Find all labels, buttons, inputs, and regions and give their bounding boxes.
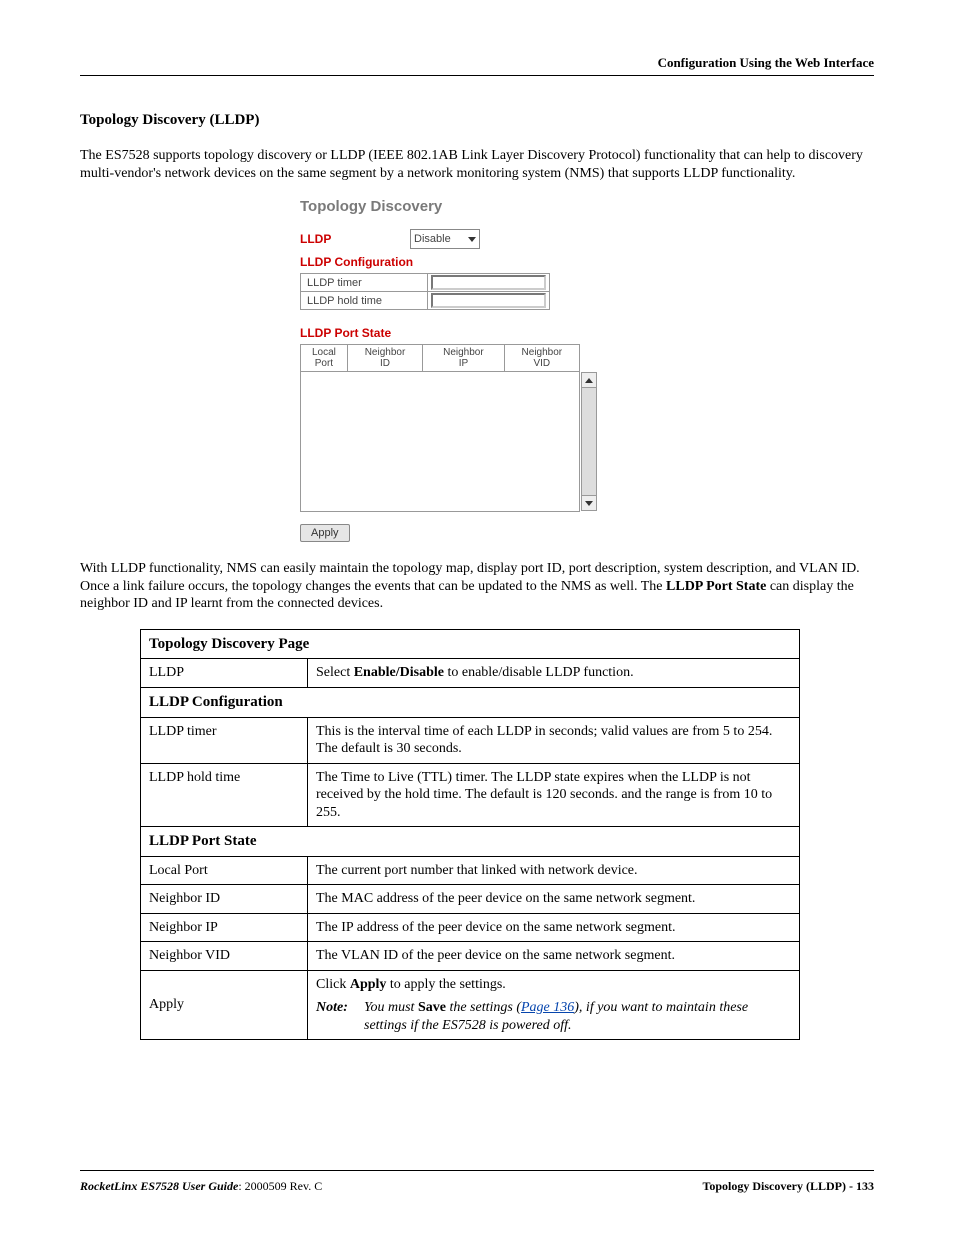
config-row: LLDP timer — [301, 274, 550, 292]
row-label: Neighbor ID — [141, 885, 308, 914]
row-label: Local Port — [141, 856, 308, 885]
row-label: Neighbor VID — [141, 942, 308, 971]
row-text: The IP address of the peer device on the… — [308, 913, 800, 942]
portstate-col-nvid: NeighborVID — [504, 345, 579, 372]
footer-page: Topology Discovery (LLDP) - 133 — [702, 1179, 874, 1194]
row-label: LLDP hold time — [141, 763, 308, 827]
portstate-scrollbar[interactable] — [581, 372, 597, 511]
config-row-label: LLDP hold time — [301, 292, 428, 310]
footer-rev: : 2000509 Rev. C — [238, 1179, 322, 1193]
description-table: Topology Discovery Page LLDP Select Enab… — [140, 629, 800, 1041]
row-text: The Time to Live (TTL) timer. The LLDP s… — [308, 763, 800, 827]
scroll-down-button[interactable] — [582, 495, 596, 510]
chevron-down-icon — [468, 237, 476, 242]
lldp-config-table: LLDP timer LLDP hold time — [300, 273, 550, 310]
config-row: LLDP hold time — [301, 292, 550, 310]
scroll-up-button[interactable] — [582, 373, 596, 388]
desc-table-title: Topology Discovery Page — [141, 629, 800, 659]
lldp-config-heading: LLDP Configuration — [300, 255, 610, 269]
portstate-col-nip: NeighborIP — [423, 345, 504, 372]
row-text: The MAC address of the peer device on th… — [308, 885, 800, 914]
footer-doc: RocketLinx ES7528 User Guide — [80, 1179, 238, 1193]
row-text: The VLAN ID of the peer device on the sa… — [308, 942, 800, 971]
portstate-col-local: LocalPort — [301, 345, 348, 372]
intro-paragraph: The ES7528 supports topology discovery o… — [80, 147, 874, 182]
header-rule — [80, 75, 874, 76]
lldp-select[interactable]: Disable — [410, 229, 480, 249]
lldp-select-value: Disable — [414, 233, 451, 245]
portstate-table: LocalPort NeighborID NeighborIP Neighbor… — [300, 344, 580, 372]
chevron-down-icon — [585, 501, 593, 506]
paragraph-2: With LLDP functionality, NMS can easily … — [80, 560, 874, 613]
ui-panel: Topology Discovery LLDP Disable LLDP Con… — [300, 198, 610, 542]
row-label: Neighbor IP — [141, 913, 308, 942]
config-row-label: LLDP timer — [301, 274, 428, 292]
page-header-right: Configuration Using the Web Interface — [80, 55, 874, 71]
portstate-col-nid: NeighborID — [347, 345, 422, 372]
row-text: Select Enable/Disable to enable/disable … — [308, 659, 800, 688]
lldp-timer-input[interactable] — [431, 275, 546, 290]
footer-rule — [80, 1170, 874, 1171]
portstate-wrap: LocalPort NeighborID NeighborIP Neighbor… — [300, 344, 610, 512]
lldp-portstate-heading: LLDP Port State — [300, 326, 610, 340]
footer: RocketLinx ES7528 User Guide: 2000509 Re… — [80, 1179, 874, 1194]
portstate-body — [300, 372, 580, 512]
chevron-up-icon — [585, 378, 593, 383]
apply-button[interactable]: Apply — [300, 524, 350, 542]
row-label: LLDP timer — [141, 717, 308, 763]
ui-panel-title: Topology Discovery — [300, 198, 610, 215]
page-link[interactable]: Page 136 — [521, 1000, 574, 1015]
row-text: This is the interval time of each LLDP i… — [308, 717, 800, 763]
desc-subhead-portstate: LLDP Port State — [141, 827, 800, 857]
row-label: LLDP — [141, 659, 308, 688]
row-label: Apply — [141, 970, 308, 1040]
desc-subhead-config: LLDP Configuration — [141, 687, 800, 717]
lldp-hold-input[interactable] — [431, 293, 546, 308]
row-text: Click Apply to apply the settings. Note:… — [308, 970, 800, 1040]
section-title: Topology Discovery (LLDP) — [80, 112, 874, 129]
lldp-label: LLDP — [300, 232, 410, 246]
row-text: The current port number that linked with… — [308, 856, 800, 885]
